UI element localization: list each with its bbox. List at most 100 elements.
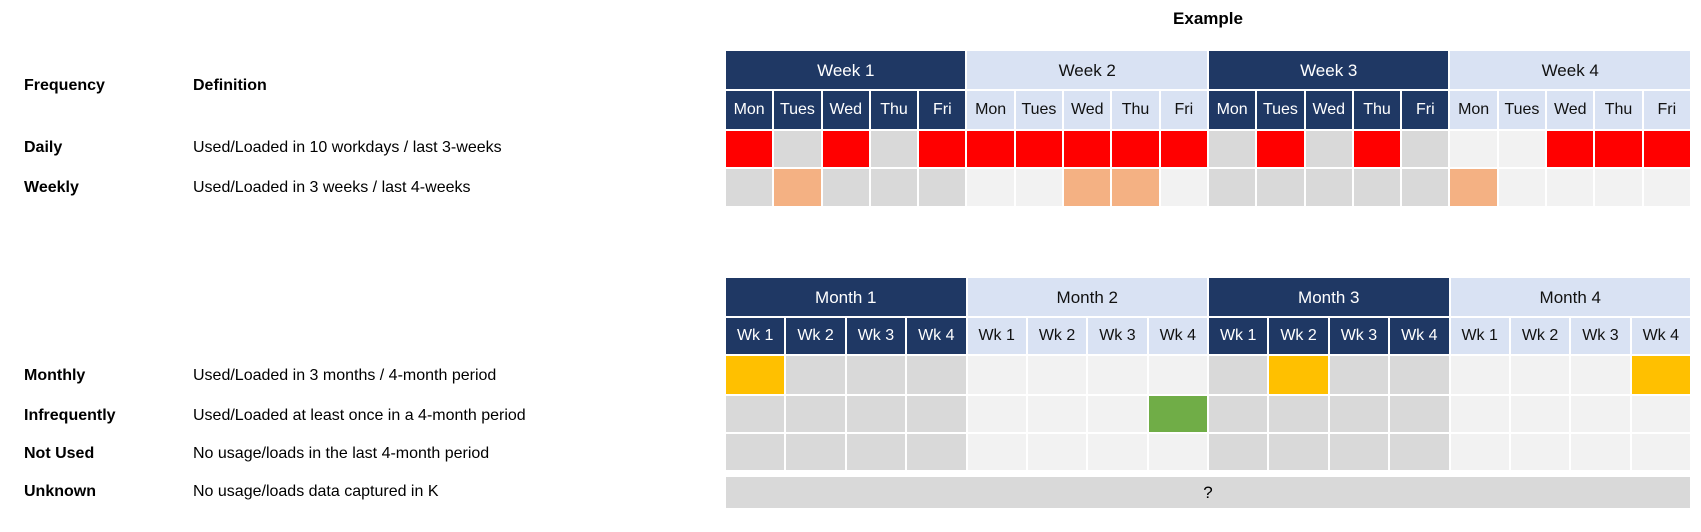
not-used-cell (907, 434, 966, 470)
definition-column-header: Definition (193, 77, 267, 94)
infrequently-cell (1269, 396, 1328, 432)
day-header: Thu (1353, 91, 1401, 129)
not-used-cell (1450, 434, 1509, 470)
legend-definition-unknown: No usage/loads data captured in K (193, 483, 439, 500)
weekly-cell (1643, 169, 1690, 206)
daily-cell (726, 131, 773, 167)
day-header: Wed (822, 91, 869, 129)
weekly-cell (1064, 169, 1111, 206)
wk-header: Wk 4 (1390, 318, 1449, 354)
wk-header: Wk 1 (726, 318, 785, 354)
wk-header: Wk 2 (1510, 318, 1570, 354)
legend-definition-daily: Used/Loaded in 10 workdays / last 3-week… (193, 139, 502, 156)
daily-cell (1064, 131, 1111, 167)
wk-header: Wk 3 (1571, 318, 1630, 354)
legend-label-monthly: Monthly (24, 367, 86, 384)
day-header: Fri (1643, 91, 1690, 129)
daily-cell (1208, 131, 1256, 167)
not-used-cell (786, 434, 845, 470)
not-used-cell (1027, 434, 1087, 470)
daily-cell (967, 131, 1014, 167)
infrequently-cell (786, 396, 845, 432)
monthly-cell (1571, 356, 1630, 394)
day-header: Wed (1064, 91, 1111, 129)
infrequently-cell (1571, 396, 1630, 432)
infrequently-cell (1329, 396, 1389, 432)
infrequently-cell (1510, 396, 1570, 432)
day-header: Thu (1112, 91, 1159, 129)
monthly-cell (1027, 356, 1087, 394)
legend-label-infrequently: Infrequently (24, 407, 116, 424)
weekly-cell (1402, 169, 1449, 206)
daily-cell (1498, 131, 1546, 167)
monthly-cell (1390, 356, 1449, 394)
wk-header: Wk 2 (1269, 318, 1328, 354)
weekly-cell (726, 169, 773, 206)
monthly-cell (1510, 356, 1570, 394)
infrequently-cell (726, 396, 785, 432)
daily-cell (1450, 131, 1497, 167)
weekly-cell (1208, 169, 1256, 206)
legend-definition-infrequently: Used/Loaded at least once in a 4-month p… (193, 407, 526, 424)
legend-label-weekly: Weekly (24, 179, 79, 196)
day-header: Tues (774, 91, 821, 129)
daily-cell (1402, 131, 1449, 167)
weekly-cell (774, 169, 821, 206)
wk-header: Wk 2 (786, 318, 845, 354)
day-header: Mon (1208, 91, 1256, 129)
not-used-cell (1329, 434, 1389, 470)
day-header: Wed (1547, 91, 1594, 129)
weekly-cell (967, 169, 1014, 206)
monthly-cell (1269, 356, 1328, 394)
legend-definition-not-used: No usage/loads in the last 4-month perio… (193, 445, 490, 462)
week-group-header: Week 2 (967, 51, 1207, 89)
infrequently-cell (1390, 396, 1449, 432)
month-group-header: Month 2 (967, 278, 1207, 316)
daily-cell (919, 131, 966, 167)
month-group-header: Month 3 (1209, 278, 1449, 316)
wk-header: Wk 4 (1148, 318, 1207, 354)
day-header: Fri (1402, 91, 1449, 129)
wk-header: Wk 1 (1450, 318, 1509, 354)
not-used-cell (1209, 434, 1268, 470)
month-example-table: Month 1 Month 2 Month 3 Month 4 Wk 1 Wk 2 Wk 3… (726, 278, 1690, 470)
infrequently-cell (1027, 396, 1087, 432)
daily-cell (1547, 131, 1594, 167)
monthly-cell (907, 356, 966, 394)
not-used-cell (1631, 434, 1690, 470)
monthly-cell (786, 356, 845, 394)
day-header: Tues (1015, 91, 1063, 129)
daily-cell (870, 131, 918, 167)
infrequently-cell (1148, 396, 1207, 432)
not-used-cell (1148, 434, 1207, 470)
daily-cell (822, 131, 869, 167)
not-used-cell (1510, 434, 1570, 470)
day-header: Thu (1595, 91, 1642, 129)
weekly-cell (1112, 169, 1159, 206)
wk-header: Wk 3 (1329, 318, 1389, 354)
weekly-cell (1160, 169, 1207, 206)
monthly-cell (726, 356, 785, 394)
legend-definition-weekly: Used/Loaded in 3 weeks / last 4-weeks (193, 179, 471, 196)
day-header: Tues (1498, 91, 1546, 129)
frequency-column-header: Frequency (24, 77, 105, 94)
monthly-cell (1450, 356, 1509, 394)
weekly-cell (822, 169, 869, 206)
infrequently-cell (1450, 396, 1509, 432)
weekly-cell (870, 169, 918, 206)
daily-cell (1595, 131, 1642, 167)
wk-header: Wk 3 (846, 318, 906, 354)
monthly-cell (1329, 356, 1389, 394)
wk-header: Wk 1 (967, 318, 1026, 354)
wk-header: Wk 4 (907, 318, 966, 354)
weekly-cell (1498, 169, 1546, 206)
month-group-header: Month 1 (726, 278, 966, 316)
daily-cell (774, 131, 821, 167)
weekly-cell (1595, 169, 1642, 206)
legend-label-unknown: Unknown (24, 483, 96, 500)
weekly-cell (1547, 169, 1594, 206)
weekly-cell (1450, 169, 1497, 206)
week-group-header: Week 1 (726, 51, 966, 89)
daily-cell (1643, 131, 1690, 167)
